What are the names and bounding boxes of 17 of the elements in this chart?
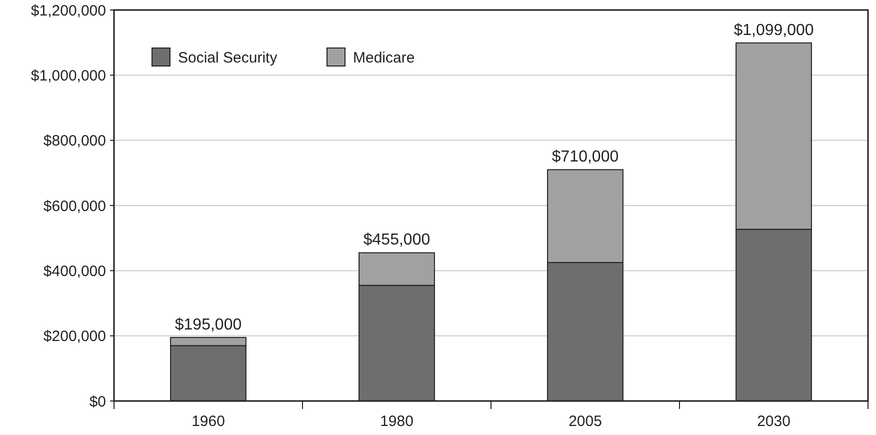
x-tick-label: 1960 [192,413,225,430]
total-label: $1,099,000 [734,22,814,39]
y-tick-label: $400,000 [43,262,106,280]
y-tick-label: $800,000 [43,132,106,150]
total-label: $710,000 [552,148,619,166]
legend-label: Medicare [353,49,415,66]
x-tick-label: 2030 [757,413,790,430]
x-tick-label: 2005 [568,413,602,430]
x-tick-label: 1980 [380,413,414,430]
legend-label: Social Security [178,49,278,66]
y-tick-label: $1,200,000 [30,2,106,20]
y-tick-label: $1,000,000 [30,67,106,84]
y-tick-label: $200,000 [43,328,106,346]
total-label: $195,000 [174,316,242,334]
y-tick-label: $600,000 [43,198,106,215]
y-tick-label: $0 [89,393,106,410]
total-label: $455,000 [363,232,430,249]
